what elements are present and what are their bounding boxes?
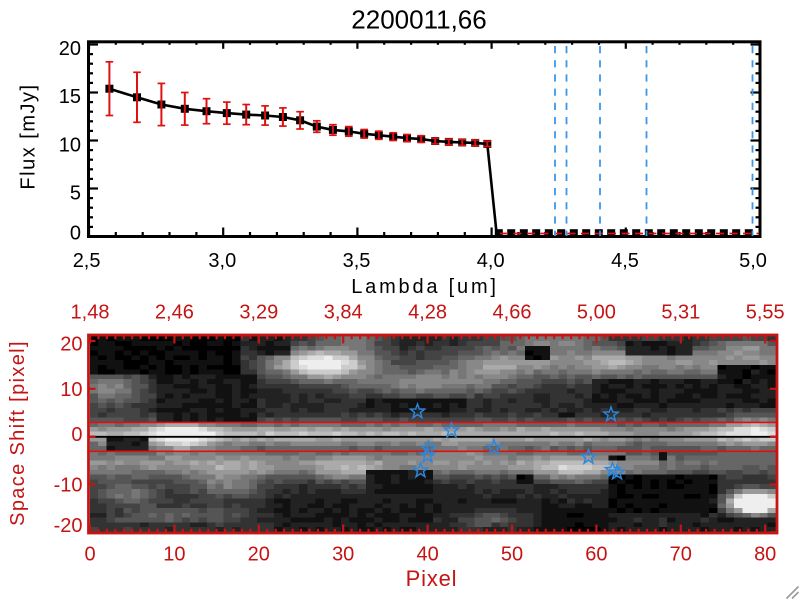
svg-text:4,5: 4,5 [611, 250, 639, 272]
svg-text:20: 20 [248, 544, 270, 566]
svg-text:Space Shift [pixel]: Space Shift [pixel] [7, 340, 29, 526]
svg-text:10: 10 [60, 379, 82, 401]
svg-text:20: 20 [60, 334, 82, 356]
svg-text:3,84: 3,84 [324, 302, 363, 324]
svg-text:30: 30 [332, 544, 354, 566]
svg-text:4,66: 4,66 [493, 302, 532, 324]
svg-text:0: 0 [84, 544, 95, 566]
svg-text:80: 80 [754, 544, 776, 566]
svg-text:50: 50 [501, 544, 523, 566]
svg-text:60: 60 [585, 544, 607, 566]
svg-text:0: 0 [71, 424, 82, 446]
svg-text:2,46: 2,46 [155, 302, 194, 324]
svg-text:15: 15 [59, 86, 81, 108]
svg-text:4,0: 4,0 [477, 250, 505, 272]
svg-text:0: 0 [70, 223, 81, 245]
svg-text:10: 10 [163, 544, 185, 566]
svg-text:20: 20 [59, 38, 81, 60]
svg-text:-20: -20 [54, 515, 83, 537]
svg-text:40: 40 [416, 544, 438, 566]
svg-text:Pixel: Pixel [406, 566, 458, 591]
svg-text:5,55: 5,55 [746, 302, 785, 324]
svg-text:4,28: 4,28 [408, 302, 447, 324]
svg-text:70: 70 [670, 544, 692, 566]
svg-text:1,48: 1,48 [71, 302, 110, 324]
svg-text:5,00: 5,00 [577, 302, 616, 324]
svg-text:10: 10 [59, 134, 81, 156]
svg-text:Lambda [um]: Lambda [um] [351, 276, 499, 298]
svg-text:Flux [mJy]: Flux [mJy] [18, 83, 40, 189]
svg-text:2200011,66: 2200011,66 [351, 5, 486, 35]
svg-text:5,31: 5,31 [661, 302, 700, 324]
svg-text:5,0: 5,0 [739, 250, 767, 272]
svg-text:2,5: 2,5 [73, 250, 101, 272]
svg-text:-10: -10 [54, 475, 83, 497]
svg-text:3,29: 3,29 [239, 302, 278, 324]
svg-text:5: 5 [70, 183, 81, 205]
svg-text:3,5: 3,5 [343, 250, 371, 272]
svg-text:3,0: 3,0 [208, 250, 236, 272]
